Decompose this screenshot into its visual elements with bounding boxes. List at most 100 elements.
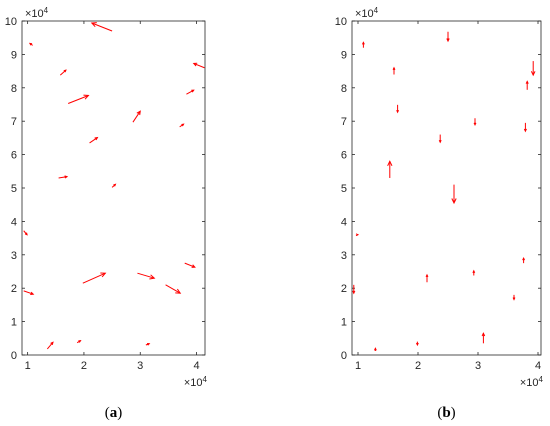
arrow-shaft	[46, 341, 54, 350]
vector-field	[23, 22, 205, 350]
vector-arrow	[82, 272, 107, 284]
vector-arrow	[451, 184, 457, 205]
caption-open-paren: (	[437, 405, 442, 421]
y-tick-label: 6	[11, 150, 17, 162]
vector-arrow	[425, 273, 429, 283]
y-multiplier: ×10	[355, 8, 374, 20]
y-tick-label: 0	[341, 350, 347, 362]
x-exponent: 4	[539, 375, 544, 384]
vector-arrow	[137, 272, 156, 280]
arrow-head	[28, 42, 33, 46]
y-tick-label: 3	[341, 250, 347, 262]
caption-letter: a	[110, 405, 118, 421]
vector-arrow	[373, 347, 377, 351]
y-tick-label: 4	[11, 216, 17, 228]
arrow-head	[472, 269, 476, 274]
vector-arrow	[392, 66, 396, 75]
vector-arrow	[179, 123, 185, 128]
arrow-head	[192, 62, 198, 67]
x-exponent-label: ×104	[520, 375, 544, 389]
caption-close-paren: )	[451, 405, 456, 421]
arrow-head	[396, 109, 400, 114]
vector-arrow	[438, 134, 442, 144]
vector-arrow	[352, 284, 356, 295]
vector-arrow	[192, 62, 205, 69]
arrow-shaft	[91, 22, 113, 32]
y-tick-label: 1	[341, 317, 347, 329]
vector-arrow	[165, 284, 182, 294]
arrow-head	[24, 232, 28, 236]
x-tick-label: 1	[25, 360, 31, 372]
vector-arrow	[23, 230, 28, 236]
vector-arrow	[481, 332, 486, 344]
arrow-shaft	[193, 62, 205, 69]
arrow-head	[438, 139, 442, 144]
x-tick-label: 2	[415, 360, 421, 372]
y-exponent-label: ×104	[25, 6, 49, 20]
arrow-head	[523, 128, 527, 133]
arrow-head	[446, 38, 450, 43]
vector-arrow	[186, 89, 195, 95]
vector-arrow	[89, 136, 99, 144]
arrow-shaft	[165, 284, 181, 294]
y-tick-label: 10	[5, 16, 17, 28]
caption-letter: b	[442, 405, 450, 421]
arrow-shaft	[67, 95, 89, 104]
vector-arrow	[387, 160, 393, 178]
panel-caption: (b)	[437, 405, 455, 421]
y-tick-label: 9	[11, 49, 17, 61]
arrow-shaft	[82, 272, 106, 284]
arrow-head	[136, 110, 141, 116]
arrow-head	[50, 341, 54, 345]
y-tick-label: 2	[341, 283, 347, 295]
arrow-head	[30, 291, 35, 296]
arrow-head	[100, 272, 107, 278]
vector-arrow	[525, 80, 529, 90]
x-tick-label: 2	[81, 360, 87, 372]
y-tick-label: 10	[335, 16, 347, 28]
x-tick-label: 1	[355, 360, 361, 372]
vector-arrow	[28, 42, 33, 46]
arrow-head	[361, 41, 365, 45]
x-tick-label: 4	[535, 360, 541, 372]
y-tick-label: 7	[341, 116, 347, 128]
vector-arrow	[59, 69, 67, 76]
arrow-head	[113, 183, 117, 187]
vector-arrow	[90, 22, 113, 32]
x-tick-label: 3	[137, 360, 143, 372]
arrow-shaft	[184, 262, 196, 268]
x-multiplier: ×10	[184, 377, 203, 389]
vector-arrow	[473, 118, 477, 127]
vector-arrow	[523, 122, 527, 133]
arrow-shaft	[58, 176, 68, 179]
vector-arrow	[415, 341, 419, 347]
caption-open-paren: (	[105, 405, 110, 421]
vector-arrow	[145, 342, 151, 346]
y-multiplier: ×10	[25, 8, 44, 20]
arrow-head	[90, 22, 97, 28]
arrow-head	[522, 256, 526, 261]
arrow-head	[512, 297, 516, 301]
vector-field	[352, 31, 536, 351]
arrow-head	[392, 66, 396, 70]
arrow-head	[147, 342, 151, 346]
panel-caption: (a)	[105, 405, 123, 421]
vector-arrow	[23, 290, 35, 296]
vector-arrow	[522, 256, 526, 264]
vector-arrow	[355, 233, 360, 237]
y-tick-label: 9	[341, 49, 347, 61]
vector-arrow	[184, 262, 196, 268]
arrow-shaft	[132, 110, 141, 123]
arrow-head	[355, 233, 360, 237]
y-tick-label: 4	[341, 216, 347, 228]
y-tick-label: 5	[11, 183, 17, 195]
x-exponent-label: ×104	[184, 375, 208, 389]
y-tick-label: 8	[341, 83, 347, 95]
vector-arrow	[58, 175, 69, 179]
arrow-head	[425, 273, 429, 278]
arrow-head	[415, 342, 419, 347]
vector-arrow	[111, 183, 117, 188]
y-exponent-label: ×104	[355, 6, 379, 20]
